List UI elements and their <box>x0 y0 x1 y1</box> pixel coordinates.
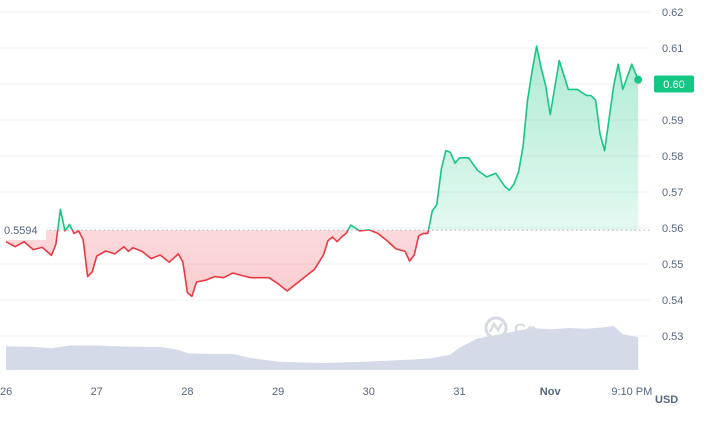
reference-price-label: 0.5594 <box>0 224 46 240</box>
x-axis: 26 27 28 29 30 31 Nov 9:10 PM <box>0 386 652 398</box>
price-line <box>5 45 639 298</box>
y-axis: 0.62 0.61 0.60 0.59 0.58 0.57 0.56 0.55 0.54 0.53 <box>662 7 683 343</box>
price-fill-down <box>6 230 639 297</box>
current-price-dot <box>634 75 643 84</box>
volume-shape <box>6 325 639 370</box>
x-tick-label: 28 <box>181 386 193 398</box>
x-tick-label: 9:10 PM <box>611 386 652 398</box>
y-tick-label: 0.61 <box>662 43 683 55</box>
currency-label: USD <box>655 394 678 406</box>
x-tick-label: 27 <box>91 386 103 398</box>
x-tick-label: 30 <box>363 386 375 398</box>
current-price-badge: 0.60 <box>654 75 694 93</box>
y-tick-label: 0.58 <box>662 151 683 163</box>
price-line-up <box>56 45 639 231</box>
y-tick-label: 0.62 <box>662 7 683 19</box>
price-fill <box>6 46 639 297</box>
svg-text:0.60: 0.60 <box>663 79 684 91</box>
y-tick-label: 0.59 <box>662 115 683 127</box>
x-tick-label: 26 <box>0 386 12 398</box>
coinmarketcap-watermark: Co <box>484 316 537 340</box>
y-tick-label: 0.56 <box>662 223 683 235</box>
price-fill-up <box>57 46 639 231</box>
y-tick-label: 0.57 <box>662 187 683 199</box>
y-tick-label: 0.54 <box>662 295 683 307</box>
svg-text:0.5594: 0.5594 <box>4 225 38 237</box>
x-tick-label: 31 <box>453 386 465 398</box>
volume-area <box>6 325 639 370</box>
y-tick-label: 0.55 <box>662 259 683 271</box>
x-tick-label: 29 <box>272 386 284 398</box>
svg-text:Co: Co <box>514 320 537 339</box>
y-tick-label: 0.53 <box>662 331 683 343</box>
x-tick-label: Nov <box>540 386 562 398</box>
price-line-down <box>5 230 430 298</box>
